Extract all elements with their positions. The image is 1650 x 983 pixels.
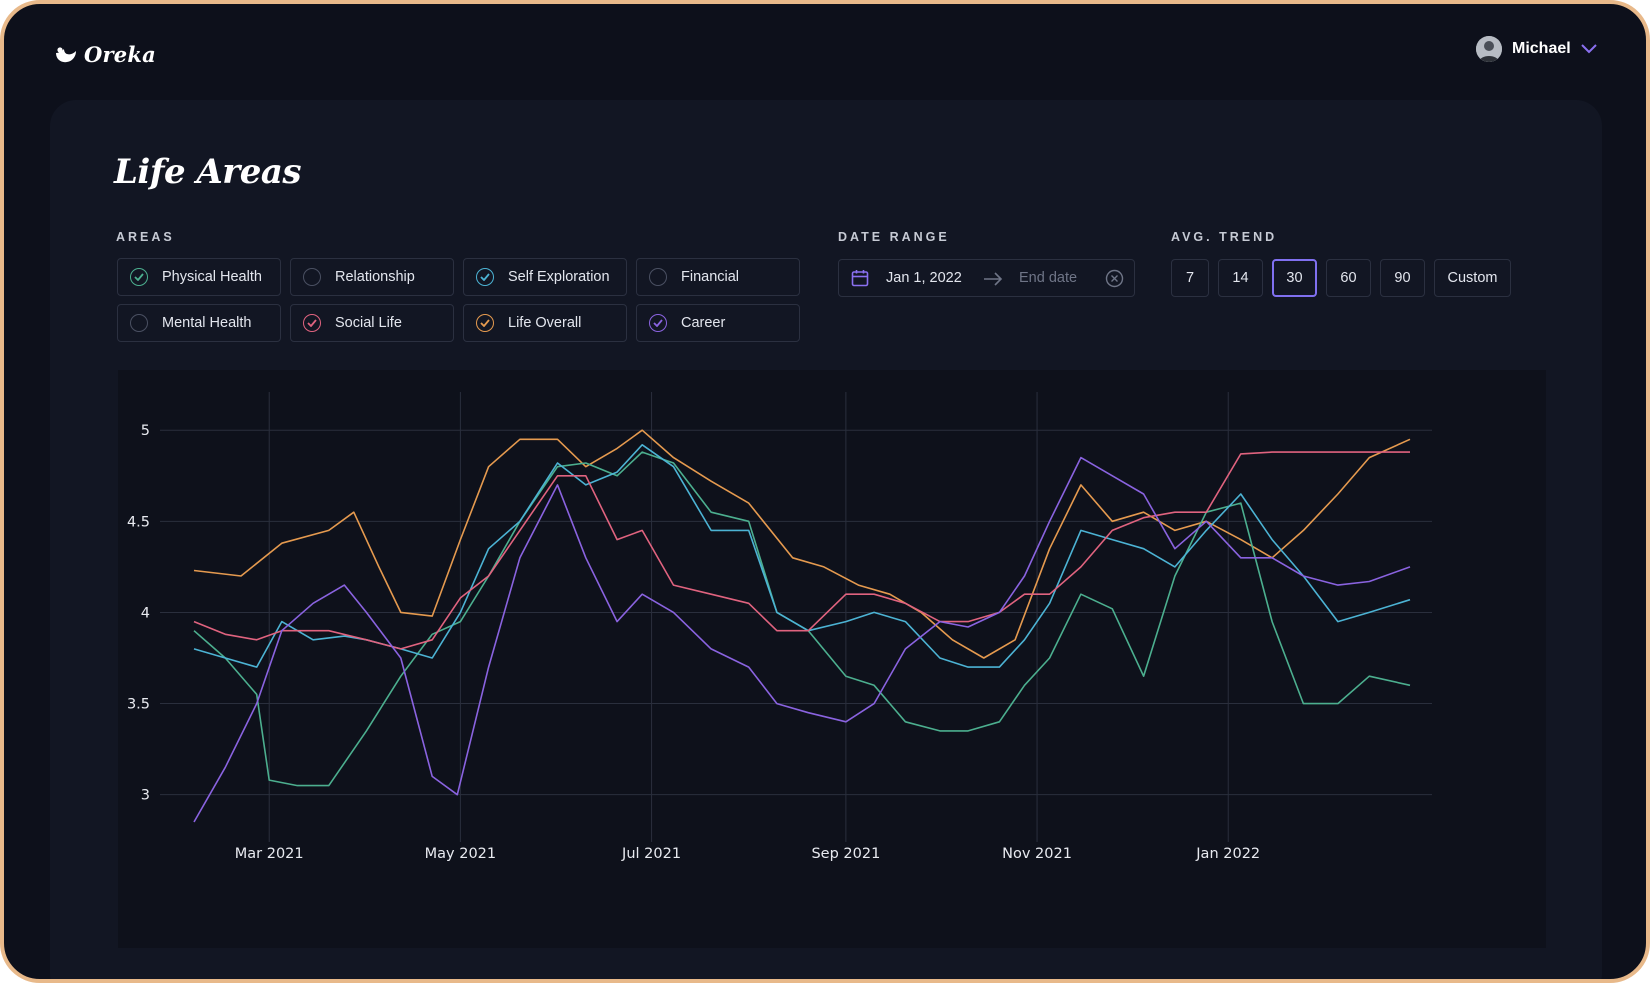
trend-option-14[interactable]: 14 xyxy=(1218,259,1263,297)
arrow-right-icon xyxy=(984,272,1003,286)
area-chip-career[interactable]: Career xyxy=(636,304,800,342)
y-tick-label: 4.5 xyxy=(127,514,150,530)
x-tick-label: Mar 2021 xyxy=(235,846,304,862)
area-chip-label: Relationship xyxy=(335,269,415,285)
logo[interactable]: Oreka xyxy=(54,42,156,67)
life-areas-chart: 3 3.5 4 4.5 5 Mar 2021 May 2021 Jul 2021 Sep 202… xyxy=(118,370,1546,948)
area-chip-label: Financial xyxy=(681,269,740,285)
area-chip-label: Mental Health xyxy=(162,315,252,331)
date-range-label: DATE RANGE xyxy=(838,230,950,244)
check-circle-icon xyxy=(476,314,494,332)
calendar-icon xyxy=(851,270,869,287)
check-circle-icon xyxy=(476,268,494,286)
app-name: Oreka xyxy=(84,42,156,67)
user-name: Michael xyxy=(1512,40,1571,57)
check-circle-icon xyxy=(649,314,667,332)
area-chip-relationship[interactable]: Relationship xyxy=(290,258,454,296)
area-chip-financial[interactable]: Financial xyxy=(636,258,800,296)
trend-option-60[interactable]: 60 xyxy=(1326,259,1371,297)
area-chip-physical-health[interactable]: Physical Health xyxy=(117,258,281,296)
x-tick-label: Nov 2021 xyxy=(1002,846,1072,862)
areas-filter: Physical Health Relationship Self Explorat… xyxy=(117,258,800,342)
area-chip-label: Self Exploration xyxy=(508,269,610,285)
trend-option-90[interactable]: 90 xyxy=(1380,259,1425,297)
user-menu[interactable]: Michael xyxy=(1476,36,1597,62)
avatar xyxy=(1476,36,1502,62)
area-chip-social-life[interactable]: Social Life xyxy=(290,304,454,342)
area-chip-label: Life Overall xyxy=(508,315,582,331)
chevron-down-icon xyxy=(1580,44,1597,54)
area-chip-label: Physical Health xyxy=(162,269,262,285)
check-circle-icon xyxy=(130,268,148,286)
y-tick-label: 3.5 xyxy=(127,697,150,713)
end-date-input[interactable]: End date xyxy=(1019,270,1078,286)
date-range-picker[interactable]: Jan 1, 2022 End date xyxy=(838,259,1135,297)
check-circle-icon xyxy=(303,314,321,332)
x-tick-label: Sep 2021 xyxy=(811,846,880,862)
y-tick-label: 4 xyxy=(141,605,150,621)
y-tick-label: 5 xyxy=(141,423,150,439)
series-line-2 xyxy=(193,444,1411,668)
trend-option-7[interactable]: 7 xyxy=(1171,259,1209,297)
area-chip-life-overall[interactable]: Life Overall xyxy=(463,304,627,342)
x-tick-label: Jul 2021 xyxy=(621,846,681,862)
series-line-4 xyxy=(193,456,1411,823)
area-chip-label: Career xyxy=(681,315,726,331)
area-chip-label: Social Life xyxy=(335,315,402,331)
x-tick-label: May 2021 xyxy=(425,846,497,862)
area-chip-self-exploration[interactable]: Self Exploration xyxy=(463,258,627,296)
area-chip-mental-health[interactable]: Mental Health xyxy=(117,304,281,342)
avg-trend-label: AVG. TREND xyxy=(1171,230,1278,244)
x-tick-label: Jan 2022 xyxy=(1195,846,1260,862)
avg-trend-selector: 7 14 30 60 90 Custom xyxy=(1171,259,1511,297)
empty-circle-icon xyxy=(130,314,148,332)
clear-date-icon[interactable] xyxy=(1105,269,1124,288)
series-line-1 xyxy=(193,451,1411,787)
trend-option-30[interactable]: 30 xyxy=(1272,259,1317,297)
empty-circle-icon xyxy=(649,268,667,286)
areas-label: AREAS xyxy=(116,230,175,244)
series-line-3 xyxy=(193,451,1410,650)
empty-circle-icon xyxy=(303,268,321,286)
line-chart-svg: 3 3.5 4 4.5 5 Mar 2021 May 2021 Jul 2021 Sep 202… xyxy=(127,392,1432,862)
oreka-logo-icon xyxy=(56,46,76,62)
y-tick-label: 3 xyxy=(141,788,150,804)
start-date-input[interactable]: Jan 1, 2022 xyxy=(886,270,962,286)
page-title: Life Areas xyxy=(114,152,302,192)
trend-option-custom[interactable]: Custom xyxy=(1434,259,1511,297)
